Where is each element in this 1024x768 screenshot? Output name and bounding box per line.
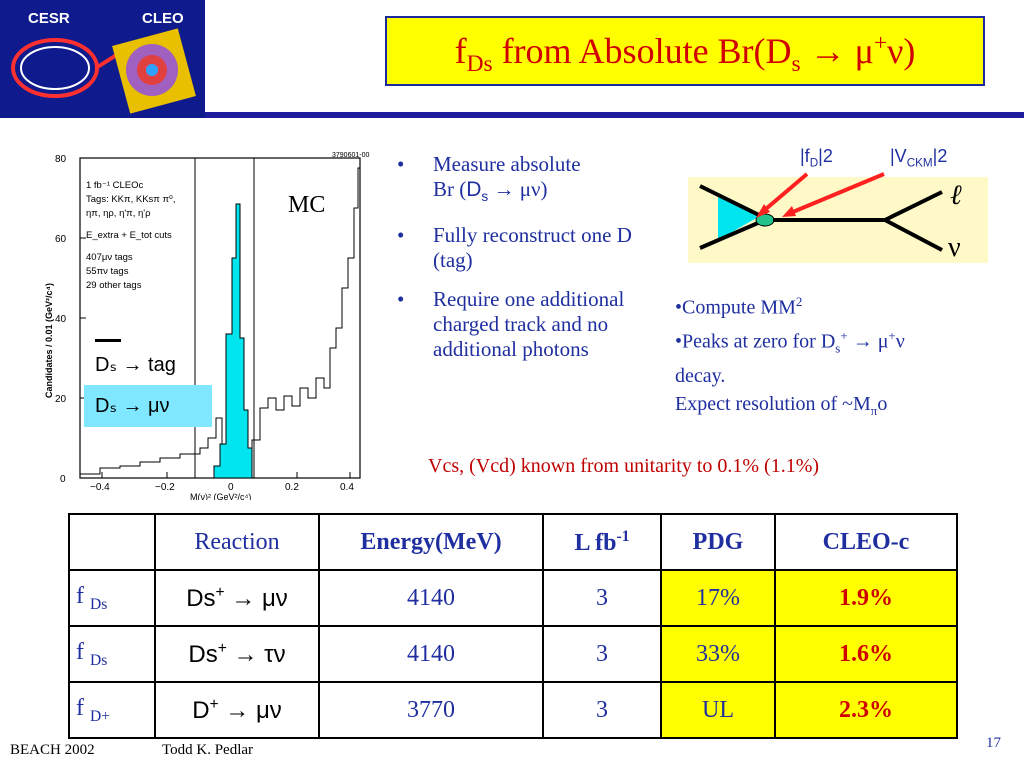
tag-legend-line	[95, 339, 121, 342]
cell-cleoc: 2.3%	[774, 681, 958, 739]
cesr-cleo-logo: CESR CLEO	[0, 0, 205, 118]
table-row: f Ds Ds+ → τν 4140 3 33% 1.6%	[68, 625, 958, 683]
right-notes: •Compute MM2 •Peaks at zero for Ds+ → μ+…	[675, 288, 1020, 425]
tag-histogram-line	[80, 167, 360, 475]
legend-ds-munu: Dₛ → μν	[95, 395, 170, 417]
fd-label: |fD|2	[800, 146, 833, 170]
header-rule	[205, 112, 1024, 118]
logo-graphic	[11, 28, 196, 114]
cell-reaction: Ds+ → τν	[154, 625, 320, 683]
lepton-label: ℓ	[950, 180, 962, 211]
header-lumi: L fb-1	[542, 513, 662, 571]
plot-id-text: 3790601-003	[332, 152, 370, 159]
table-row: f D+ D+ → μν 3770 3 UL 2.3%	[68, 681, 958, 739]
xtick-m02: −0.2	[155, 482, 175, 493]
plot-legend-line-3: E_extra + E_tot cuts	[86, 230, 172, 241]
footer-author: Todd K. Pedlar	[162, 742, 254, 758]
logo-cesr-text: CESR	[28, 10, 70, 27]
slide-title: fDs from Absolute Br(Ds → μ+ν)	[454, 30, 916, 78]
cell-cleoc: 1.6%	[774, 625, 958, 683]
note-decay: decay.	[675, 365, 726, 388]
cell-energy: 4140	[318, 569, 544, 627]
plot-legend-line-5: 55πν tags	[86, 266, 129, 277]
bullet-measure: Measure absolute Br (Ds → μν)	[395, 152, 655, 209]
ytick-40: 40	[55, 314, 67, 325]
cell-energy: 3770	[318, 681, 544, 739]
table-row: f Ds Ds+ → μν 4140 3 17% 1.9%	[68, 569, 958, 627]
xtick-04: 0.4	[340, 482, 354, 493]
legend-cyan-swatch	[84, 385, 212, 427]
cell-pdg: UL	[660, 681, 776, 739]
bullet-list: Measure absolute Br (Ds → μν) Fully reco…	[395, 152, 655, 376]
cell-f: f Ds	[68, 625, 156, 683]
note-peaks: •Peaks at zero for Ds+ → μ+ν	[675, 327, 905, 356]
xtick-0: 0	[228, 482, 234, 493]
vcs-note: Vcs, (Vcd) known from unitarity to 0.1% …	[428, 455, 820, 477]
note-resolution: Expect resolution of ~Mπo	[675, 393, 888, 419]
header-cleoc: CLEO-c	[774, 513, 958, 571]
mc-label: MC	[288, 192, 325, 218]
page-number: 17	[986, 735, 1001, 751]
cell-pdg: 33%	[660, 625, 776, 683]
ytick-60: 60	[55, 234, 67, 245]
title-box: fDs from Absolute Br(Ds → μ+ν)	[385, 16, 985, 86]
cell-f: f D+	[68, 681, 156, 739]
table-header-row: Reaction Energy(MeV) L fb-1 PDG CLEO-c	[68, 513, 958, 571]
plot-legend-line-0: 1 fb⁻¹ CLEOc	[86, 180, 144, 191]
footer-conference: BEACH 2002	[10, 742, 95, 758]
cell-energy: 4140	[318, 625, 544, 683]
header-pdg: PDG	[660, 513, 776, 571]
cell-lumi: 3	[542, 625, 662, 683]
note-compute-mm2: •Compute MM2	[675, 294, 803, 319]
cell-pdg: 17%	[660, 569, 776, 627]
plot-legend-line-2: ηπ, ηρ, η'π, η'ρ	[86, 208, 151, 219]
ytick-80: 80	[55, 154, 67, 165]
logo-cleo-text: CLEO	[142, 10, 184, 27]
cell-cleoc: 1.9%	[774, 569, 958, 627]
header-reaction: Reaction	[154, 513, 320, 571]
header-energy: Energy(MeV)	[318, 513, 544, 571]
plot-legend-line-6: 29 other tags	[86, 280, 142, 291]
cell-reaction: D+ → μν	[154, 681, 320, 739]
vckm-label: |VCKM|2	[890, 146, 948, 170]
cell-lumi: 3	[542, 569, 662, 627]
bullet-require: Require one additional charged track and…	[395, 287, 655, 362]
plot-ylabel: Candidates / 0.01 (GeV²/c⁴)	[44, 283, 54, 398]
ytick-0: 0	[60, 474, 66, 485]
xtick-02: 0.2	[285, 482, 299, 493]
plot-legend-line-4: 407μν tags	[86, 252, 133, 263]
cell-f: f Ds	[68, 569, 156, 627]
plot-legend-line-1: Tags: KKπ, KKsπ π⁰,	[86, 194, 175, 205]
neutrino-label: ν	[948, 232, 961, 263]
legend-ds-tag: Dₛ → tag	[95, 354, 176, 376]
signal-peak	[213, 203, 253, 479]
cell-reaction: Ds+ → μν	[154, 569, 320, 627]
plot-xlabel: M(ν)² (GeV²/c⁴)	[190, 492, 251, 500]
cell-lumi: 3	[542, 681, 662, 739]
decay-diagram	[699, 172, 943, 252]
xtick-m04: −0.4	[90, 482, 110, 493]
mm2-histogram: 3790601-003 0 20 40 60 80 −0.4 −0.2 0 0.…	[44, 152, 370, 500]
ytick-20: 20	[55, 394, 67, 405]
bullet-reconstruct: Fully reconstruct one D (tag)	[395, 223, 655, 273]
results-table: Reaction Energy(MeV) L fb-1 PDG CLEO-c f…	[68, 513, 958, 739]
